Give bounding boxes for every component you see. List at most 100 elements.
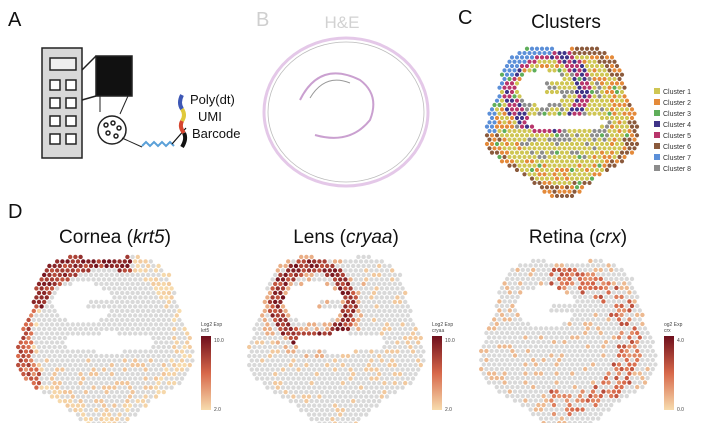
spot (580, 398, 584, 402)
spot (515, 376, 519, 380)
spot (552, 376, 556, 380)
spot (557, 181, 561, 185)
spot (552, 68, 556, 72)
spot (361, 282, 365, 286)
spot (112, 313, 116, 317)
spot (617, 120, 621, 124)
spot (71, 394, 75, 398)
spot (585, 90, 589, 94)
spot (622, 281, 626, 285)
spot (604, 376, 608, 380)
spot (107, 394, 111, 398)
spot (522, 129, 526, 133)
spot (510, 268, 514, 272)
spot (518, 317, 522, 321)
spot (330, 264, 334, 268)
spot (592, 51, 596, 55)
spot (575, 73, 579, 77)
spot (575, 185, 579, 189)
spot (364, 277, 368, 281)
spot (146, 300, 150, 304)
spot (592, 86, 596, 90)
spot (619, 322, 623, 326)
spot (580, 81, 584, 85)
spot (627, 112, 631, 116)
spot (78, 327, 82, 331)
spot (632, 112, 636, 116)
spot (515, 142, 519, 146)
spot (567, 86, 571, 90)
spot (562, 68, 566, 72)
spot (76, 277, 80, 281)
spot (112, 367, 116, 371)
spot (495, 116, 499, 120)
spot (567, 172, 571, 176)
spot (570, 344, 574, 348)
spot (515, 99, 519, 103)
spot (115, 399, 119, 403)
spot (112, 376, 116, 380)
spot (164, 331, 168, 335)
spot (252, 372, 256, 376)
spot (614, 313, 618, 317)
spot (252, 345, 256, 349)
spot (322, 331, 326, 335)
spot (385, 376, 389, 380)
spot (356, 300, 360, 304)
spot (406, 331, 410, 335)
spot (322, 367, 326, 371)
spot (136, 372, 140, 376)
spot (335, 318, 339, 322)
spot (348, 259, 352, 263)
spot (604, 394, 608, 398)
spot (348, 313, 352, 317)
spot (156, 336, 160, 340)
spot (361, 372, 365, 376)
spot (517, 138, 521, 142)
spot (602, 146, 606, 150)
spot (169, 367, 173, 371)
spot (276, 385, 280, 389)
spot (577, 51, 581, 55)
spot (71, 349, 75, 353)
spot (110, 309, 114, 313)
spot (341, 282, 345, 286)
spot (507, 112, 511, 116)
spot (76, 358, 80, 362)
spot (32, 327, 36, 331)
spot (164, 313, 168, 317)
spot (575, 90, 579, 94)
spot (333, 403, 337, 407)
spot (393, 291, 397, 295)
spot (395, 340, 399, 344)
spot (94, 273, 98, 277)
spot (260, 340, 264, 344)
spot (97, 403, 101, 407)
spot (294, 336, 298, 340)
spot (151, 354, 155, 358)
spot (627, 389, 631, 393)
spot (180, 367, 184, 371)
spot (531, 394, 535, 398)
spot (595, 90, 599, 94)
spot (250, 340, 254, 344)
spot (619, 295, 623, 299)
spot (372, 273, 376, 277)
spot (619, 331, 623, 335)
spot (393, 318, 397, 322)
spot (400, 367, 404, 371)
spot (380, 277, 384, 281)
spot (552, 367, 556, 371)
spot (497, 335, 501, 339)
spot (81, 367, 85, 371)
title-text: Lens ( (293, 227, 346, 248)
spot (528, 380, 532, 384)
spot (557, 340, 561, 344)
spot (359, 268, 363, 272)
spot (354, 295, 358, 299)
spot (593, 322, 597, 326)
spot (377, 282, 381, 286)
spot (112, 268, 116, 272)
spot (537, 51, 541, 55)
spot (32, 354, 36, 358)
